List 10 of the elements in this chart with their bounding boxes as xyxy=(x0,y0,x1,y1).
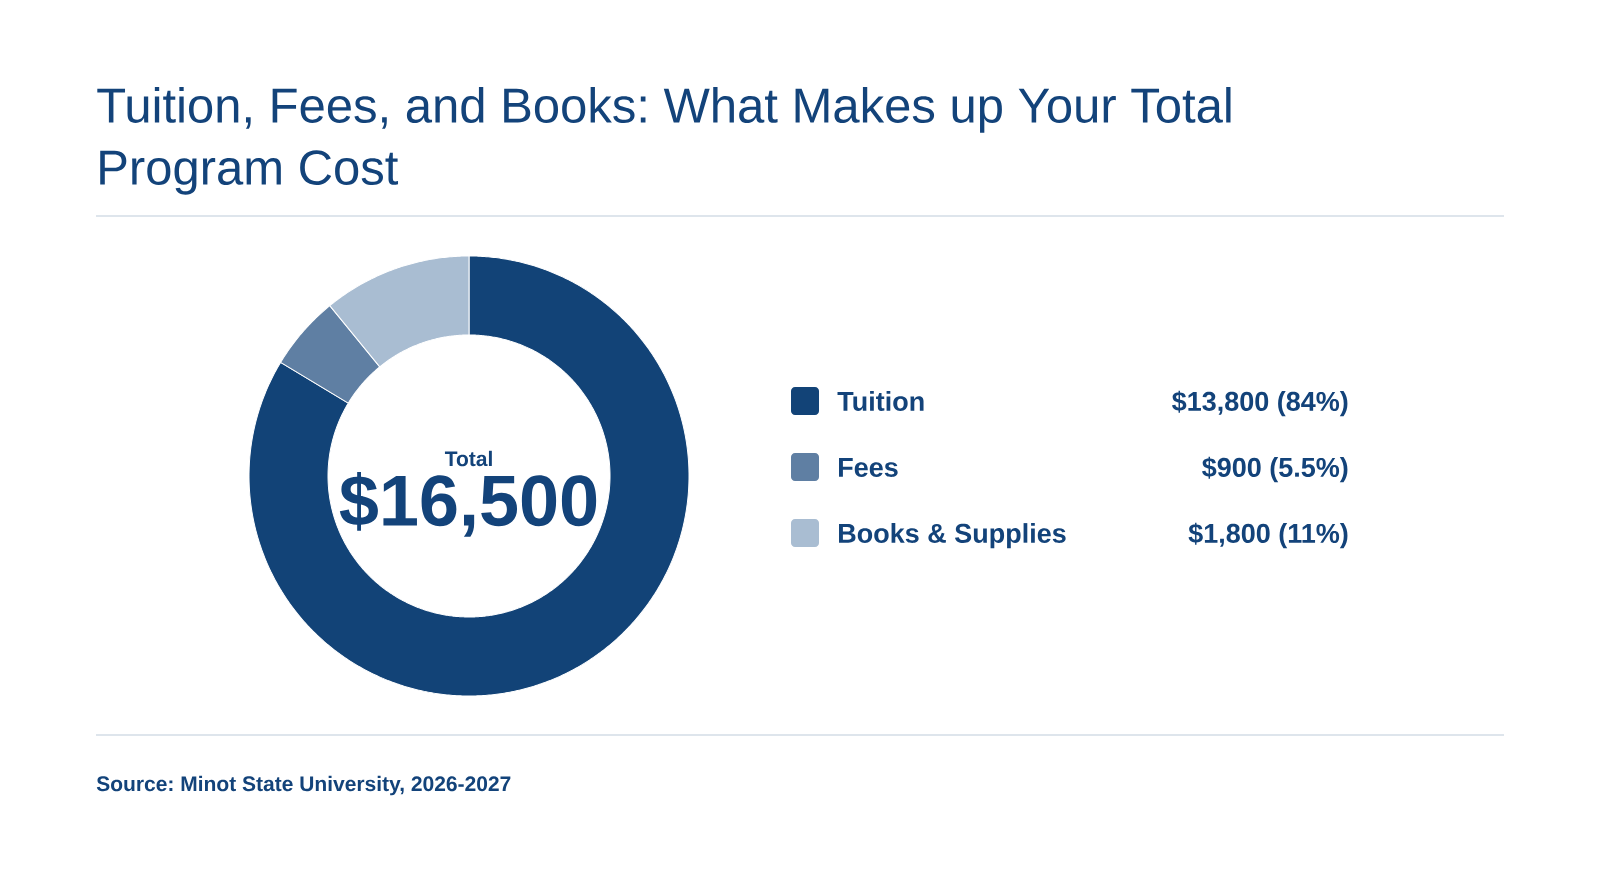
legend-label: Books & Supplies xyxy=(839,523,1066,549)
chart-title: Tuition, Fees, and Books: What Makes up Your Total Program Cost xyxy=(97,86,1231,195)
data-label: $1,800 (11%) xyxy=(1188,522,1348,549)
data-label: $13,800 (84%) xyxy=(1172,390,1348,417)
data-label: $900 (5.5%) xyxy=(1202,456,1348,483)
legend-label: Tuition xyxy=(837,391,924,411)
text: Total xyxy=(444,450,492,467)
source-note: Source: Minot State University, 2026-2027 xyxy=(96,775,511,796)
legend-label: Fees xyxy=(839,458,898,477)
text: $16,500 xyxy=(339,472,597,537)
